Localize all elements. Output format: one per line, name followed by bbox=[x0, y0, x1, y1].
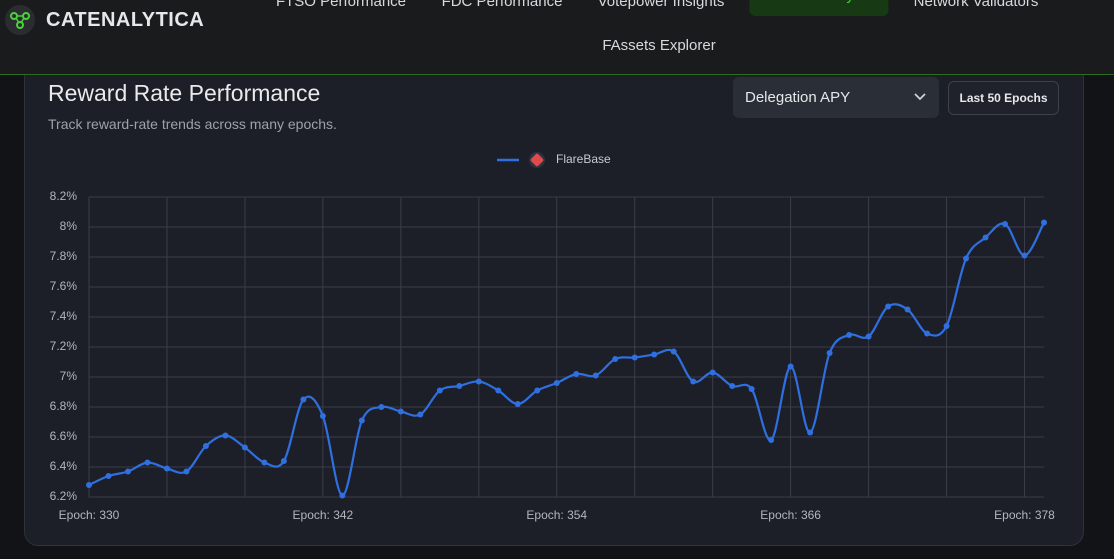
y-tick-label: 6.6% bbox=[50, 429, 78, 443]
point bbox=[885, 303, 892, 310]
y-tick-label: 7.8% bbox=[50, 249, 78, 263]
y-tick-label: 6.2% bbox=[50, 489, 78, 503]
point bbox=[826, 350, 833, 356]
point bbox=[690, 378, 697, 385]
series-line bbox=[88, 221, 1045, 497]
point bbox=[378, 404, 385, 410]
y-tick-label: 7.6% bbox=[50, 279, 78, 293]
nav-item[interactable]: FTSO Performance bbox=[275, 0, 407, 10]
nav-item-active[interactable]: Reward Analytics bbox=[749, 0, 889, 16]
point bbox=[592, 372, 599, 379]
logo bbox=[5, 5, 35, 35]
nav-item[interactable]: FDC Performance bbox=[441, 0, 563, 10]
x-tick-label: Epoch: 342 bbox=[293, 508, 354, 522]
point bbox=[943, 323, 950, 329]
range-button[interactable]: Last 50 Epochs bbox=[948, 81, 1059, 115]
point bbox=[670, 348, 677, 355]
y-tick-label: 7.2% bbox=[50, 339, 78, 353]
point bbox=[534, 387, 541, 394]
point bbox=[787, 363, 794, 370]
point bbox=[86, 482, 92, 488]
point bbox=[553, 380, 560, 386]
x-tick-label: Epoch: 378 bbox=[994, 508, 1055, 522]
point bbox=[1041, 219, 1047, 226]
point bbox=[807, 429, 814, 436]
point bbox=[319, 413, 326, 419]
legend-icon-inner bbox=[530, 153, 544, 167]
point bbox=[1021, 252, 1028, 259]
select-value: Delegation APY bbox=[745, 89, 851, 106]
brand: CATENALYTICA bbox=[46, 9, 205, 31]
y-tick-label: 6.4% bbox=[50, 459, 78, 473]
card-subtitle: Track reward-rate trends across many epo… bbox=[48, 116, 337, 132]
point bbox=[514, 401, 521, 407]
point bbox=[904, 306, 911, 313]
metric-select[interactable]: Delegation APY bbox=[733, 77, 939, 118]
point bbox=[222, 432, 229, 439]
point bbox=[300, 396, 307, 403]
point bbox=[612, 356, 619, 362]
point bbox=[417, 411, 424, 418]
point bbox=[495, 387, 502, 394]
point bbox=[261, 459, 268, 466]
point bbox=[846, 332, 853, 338]
card-title: Reward Rate Performance bbox=[48, 80, 321, 106]
nav-item[interactable]: FAssets Explorer bbox=[602, 37, 716, 54]
point bbox=[963, 255, 970, 262]
y-tick-label: 6.8% bbox=[50, 399, 78, 413]
point bbox=[183, 468, 190, 475]
point bbox=[709, 369, 716, 376]
point bbox=[924, 330, 931, 337]
point bbox=[241, 444, 248, 451]
card bbox=[24, 58, 1084, 546]
point bbox=[124, 468, 131, 475]
y-tick-label: 7.4% bbox=[50, 309, 78, 323]
point bbox=[651, 351, 658, 358]
point bbox=[768, 437, 775, 443]
point bbox=[163, 465, 170, 472]
x-tick-label: Epoch: 366 bbox=[760, 508, 821, 522]
nav-item[interactable]: Network Validators bbox=[913, 0, 1039, 10]
point bbox=[397, 408, 404, 415]
point bbox=[865, 333, 872, 340]
point bbox=[280, 458, 287, 464]
point bbox=[729, 383, 736, 389]
point bbox=[748, 386, 755, 392]
legend-label: FlareBase bbox=[556, 152, 611, 166]
point bbox=[339, 492, 346, 499]
point bbox=[105, 473, 112, 479]
point bbox=[456, 383, 463, 389]
point bbox=[573, 371, 580, 377]
nav-item[interactable]: Votepower Insights bbox=[597, 0, 725, 10]
x-tick-label: Epoch: 354 bbox=[526, 508, 587, 522]
y-tick-label: 8% bbox=[60, 219, 78, 233]
point bbox=[436, 387, 443, 394]
chevron bbox=[914, 93, 926, 101]
point bbox=[144, 459, 151, 466]
y-tick-label: 7% bbox=[60, 369, 78, 383]
point bbox=[475, 378, 482, 385]
header: CATENALYTICA FTSO Performance FDC Perfor… bbox=[0, 0, 1114, 75]
x-tick-label: Epoch: 330 bbox=[59, 508, 120, 522]
point bbox=[631, 354, 638, 361]
y-tick-label: 8.2% bbox=[50, 189, 78, 203]
point bbox=[1002, 221, 1009, 227]
point bbox=[358, 417, 365, 424]
point bbox=[202, 443, 209, 449]
point bbox=[982, 234, 989, 241]
